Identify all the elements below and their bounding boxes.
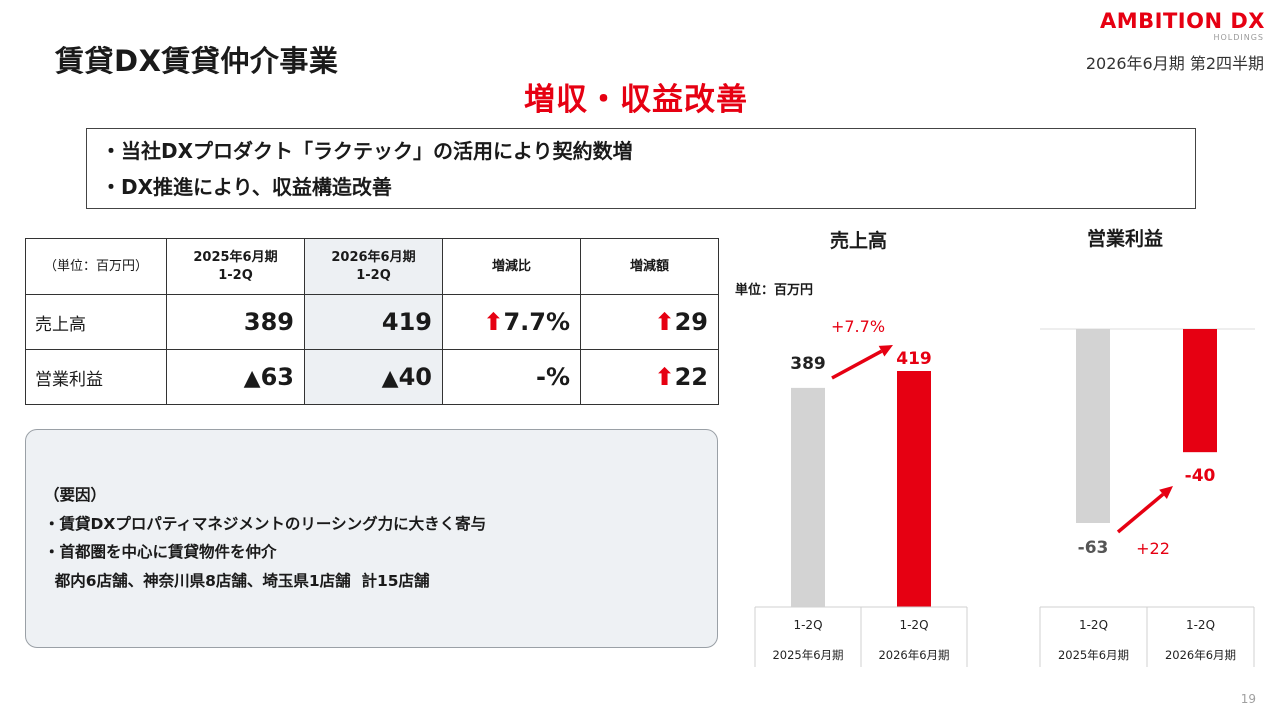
profit-tick-label: 1-2Q: [1186, 618, 1215, 632]
sales-bar: [791, 387, 825, 607]
value-ratio: ⬆7.7%: [442, 294, 581, 350]
profit-change-arrow: [1116, 486, 1173, 534]
header-diff: 増減額: [580, 238, 719, 295]
row-label: 営業利益: [25, 349, 167, 405]
page-title: 賃貸DX賃貸仲介事業: [55, 44, 339, 78]
value-curr: ▲40: [304, 349, 443, 405]
fiscal-period: 2026年6月期 第2四半期: [1085, 54, 1264, 73]
table-row: 営業利益 ▲63 ▲40 -% ⬆22: [25, 349, 719, 405]
header-curr-year: 2026年6月期: [331, 249, 416, 265]
logo-main-text: AMBITION DX: [1100, 9, 1265, 33]
sales-change-label: +7.7%: [831, 317, 885, 336]
negative-triangle-icon: ▲: [381, 366, 399, 391]
header-prev: 2025年6月期 1-2Q: [166, 238, 305, 295]
sales-tick-label: 2025年6月期: [772, 648, 843, 662]
sales-tick-label: 1-2Q: [793, 618, 822, 632]
factor-line: 都内6店舗、神奈川県8店舗、埼玉県1店舗 計15店舗: [44, 571, 430, 590]
profit-chart-title: 営業利益: [1087, 228, 1164, 250]
key-point: ・DX推進により、収益構造改善: [101, 175, 392, 199]
kpi-table: （単位：百万円） 2025年6月期 1-2Q 2026年6月期 1-2Q 増減比…: [25, 238, 719, 405]
sales-data-label: 389: [790, 354, 826, 374]
profit-tick-label: 2025年6月期: [1058, 648, 1129, 662]
sales-tick-label: 1-2Q: [899, 618, 928, 632]
factor-line: ・首都圏を中心に賃貸物件を仲介: [44, 543, 277, 561]
profit-tick-label: 2026年6月期: [1165, 648, 1236, 662]
header-prev-quarter: 1-2Q: [218, 267, 253, 283]
up-arrow-icon: ⬆: [483, 308, 504, 336]
table-header-row: （単位：百万円） 2025年6月期 1-2Q 2026年6月期 1-2Q 増減比…: [25, 238, 719, 295]
logo-sub-text: HOLDINGS: [1213, 33, 1264, 42]
sales-change-arrow: [831, 345, 893, 380]
factor-line: ・賃貸DXプロパティマネジメントのリーシング力に大きく寄与: [44, 514, 487, 533]
value-prev: ▲63: [166, 349, 305, 405]
row-label: 売上高: [25, 294, 167, 350]
value-diff: ⬆29: [580, 294, 719, 350]
header-prev-year: 2025年6月期: [193, 249, 278, 265]
profit-data-label: -63: [1078, 538, 1109, 558]
sales-data-label: 419: [896, 349, 932, 369]
page-number: 19: [1240, 692, 1256, 706]
factors-box: （要因） ・賃貸DXプロパティマネジメントのリーシング力に大きく寄与 ・首都圏を…: [25, 429, 718, 648]
profit-bar: [1076, 329, 1110, 523]
header-curr: 2026年6月期 1-2Q: [304, 238, 443, 295]
sales-bar: [897, 371, 931, 607]
headline: 増収・収益改善: [524, 82, 748, 118]
sales-chart-unit: 単位：百万円: [735, 283, 814, 298]
negative-triangle-icon: ▲: [243, 366, 261, 391]
sales-tick-label: 2026年6月期: [878, 648, 949, 662]
header-curr-quarter: 1-2Q: [356, 267, 391, 283]
key-points-box: ・当社DXプロダクト「ラクテック」の活用により契約数増 ・DX推進により、収益構…: [86, 128, 1196, 209]
up-arrow-icon: ⬆: [654, 308, 675, 336]
key-point: ・当社DXプロダクト「ラクテック」の活用により契約数増: [101, 139, 633, 163]
profit-data-label: -40: [1185, 466, 1216, 486]
value-curr: 419: [304, 294, 443, 350]
up-arrow-icon: ⬆: [654, 363, 675, 391]
factors-heading: （要因）: [44, 486, 107, 504]
header-ratio: 増減比: [442, 238, 581, 295]
company-logo: AMBITION DX HOLDINGS: [1100, 10, 1266, 44]
profit-change-label: +22: [1136, 539, 1170, 558]
profit-tick-label: 1-2Q: [1079, 618, 1108, 632]
sales-chart-title: 売上高: [830, 230, 888, 252]
profit-bar: [1183, 329, 1217, 453]
value-ratio: -%: [442, 349, 581, 405]
value-diff: ⬆22: [580, 349, 719, 405]
